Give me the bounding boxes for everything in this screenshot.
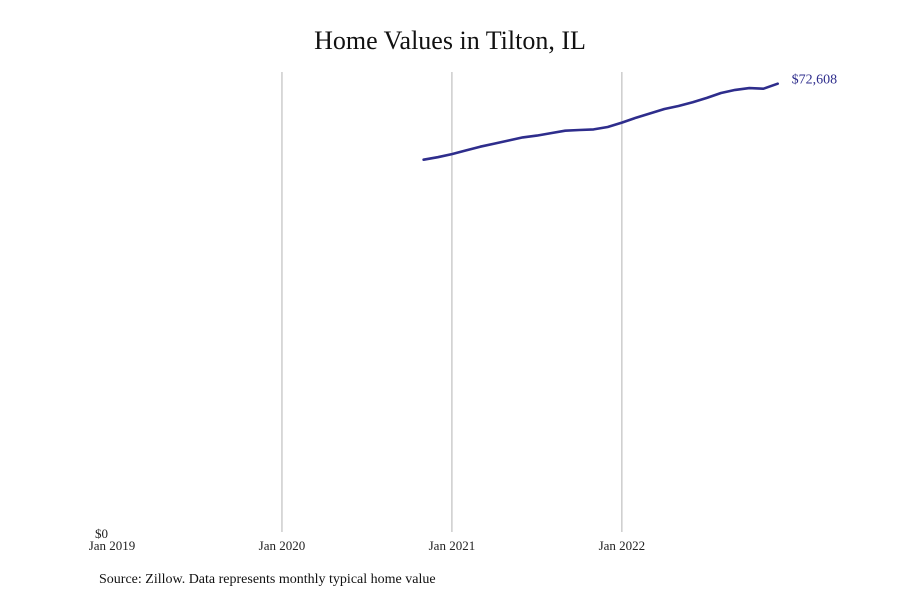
x-tick-label: Jan 2022 — [599, 538, 646, 553]
chart-title: Home Values in Tilton, IL — [314, 26, 586, 55]
series-line — [422, 82, 780, 161]
x-tick-label: Jan 2020 — [259, 538, 306, 553]
x-tick-label: Jan 2019 — [89, 538, 136, 553]
x-tick-label: Jan 2021 — [429, 538, 476, 553]
end-value-label: $72,608 — [792, 73, 838, 88]
source-note: Source: Zillow. Data represents monthly … — [99, 572, 436, 587]
y-tick-label: $0 — [95, 526, 108, 541]
